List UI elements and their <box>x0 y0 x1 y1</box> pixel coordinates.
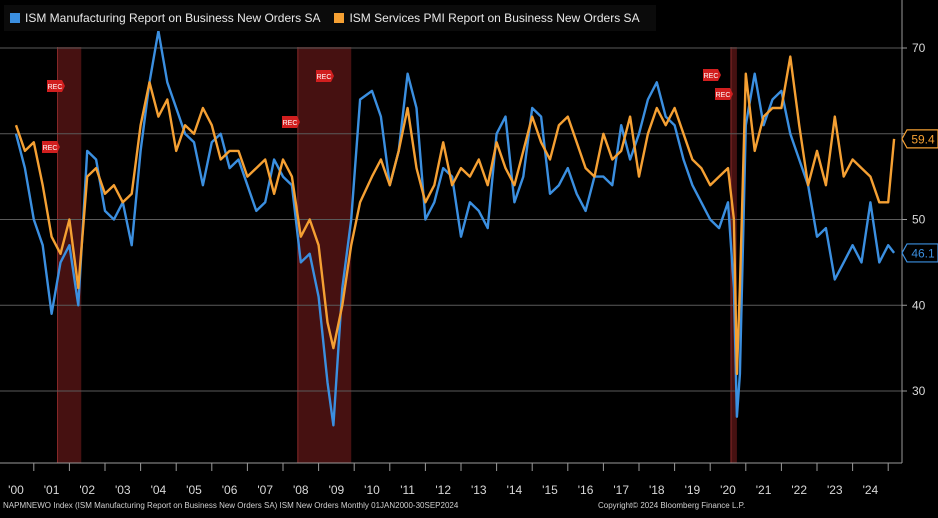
x-tick-label: '01 <box>44 483 60 497</box>
recession-flag-label: REC <box>48 84 63 91</box>
y-tick-label: 50 <box>912 213 926 227</box>
x-tick-label: '04 <box>151 483 167 497</box>
series-line-manufacturing <box>14 29 896 427</box>
x-tick-label: '06 <box>222 483 238 497</box>
x-tick-label: '14 <box>507 483 523 497</box>
recession-labels: REC REC REC REC REC REC <box>42 69 733 153</box>
recession-band <box>57 47 82 463</box>
last-value-badge <box>901 243 938 263</box>
recession-flag <box>282 116 300 128</box>
recession-flag-label: REC <box>716 92 731 99</box>
recession-flag-label: REC <box>283 120 298 127</box>
y-tick-label: 70 <box>912 41 926 55</box>
recession-band <box>297 47 352 463</box>
last-value-label: 46.1 <box>911 246 935 260</box>
x-tick-label: '07 <box>257 483 273 497</box>
legend: ISM Manufacturing Report on Business New… <box>4 5 656 31</box>
x-tick-label: '03 <box>115 483 131 497</box>
legend-label-services: ISM Services PMI Report on Business New … <box>349 11 640 25</box>
x-tick-label: '15 <box>542 483 558 497</box>
recession-flag <box>316 70 334 82</box>
x-tick-label: '02 <box>79 483 95 497</box>
recession-flag <box>47 80 65 92</box>
recession-flag <box>703 69 721 81</box>
x-tick-label: '12 <box>435 483 451 497</box>
x-tick-label: '11 <box>400 483 415 497</box>
x-tick-label: '17 <box>613 483 629 497</box>
x-tick-label: '09 <box>329 483 345 497</box>
series-lines <box>14 29 896 427</box>
x-tick-label: '13 <box>471 483 487 497</box>
series-line-services <box>14 55 896 376</box>
last-value-badge <box>901 129 938 149</box>
plot-background <box>0 0 938 498</box>
recession-flag <box>715 88 733 100</box>
y-tick-label: 40 <box>912 298 926 312</box>
legend-item-services: ISM Services PMI Report on Business New … <box>330 11 640 25</box>
x-tick-label: '19 <box>685 483 701 497</box>
x-tick-label: '10 <box>364 483 380 497</box>
footer: NAPMNEWO Index (ISM Manufacturing Report… <box>0 498 938 513</box>
legend-swatch-manufacturing <box>10 13 20 23</box>
x-tick-label: '00 <box>8 483 24 497</box>
x-tick-label: '16 <box>578 483 594 497</box>
y-tick-label: 30 <box>912 384 926 398</box>
x-tick-label: '21 <box>756 483 772 497</box>
x-tick-label: '20 <box>720 483 736 497</box>
legend-swatch-services <box>334 13 345 23</box>
last-value-label: 59.4 <box>911 132 935 146</box>
legend-label-manufacturing: ISM Manufacturing Report on Business New… <box>25 11 321 25</box>
x-tick-label: '18 <box>649 483 665 497</box>
x-tick-label: '23 <box>827 483 843 497</box>
x-tick-label: '08 <box>293 483 309 497</box>
recession-flag <box>42 141 60 153</box>
footer-source: NAPMNEWO Index (ISM Manufacturing Report… <box>3 501 459 510</box>
x-tick-label: '24 <box>863 483 879 497</box>
recession-flag-label: REC <box>317 74 332 81</box>
legend-item-manufacturing: ISM Manufacturing Report on Business New… <box>6 11 320 25</box>
last-value-badges: 46.1 59.4 <box>901 129 938 263</box>
footer-copyright: Copyright© 2024 Bloomberg Finance L.P. <box>598 501 746 510</box>
x-tick-label: '22 <box>791 483 807 497</box>
x-tick-label: '05 <box>186 483 202 497</box>
recession-flag-label: REC <box>704 73 719 80</box>
recession-flag-label: REC <box>43 145 58 152</box>
